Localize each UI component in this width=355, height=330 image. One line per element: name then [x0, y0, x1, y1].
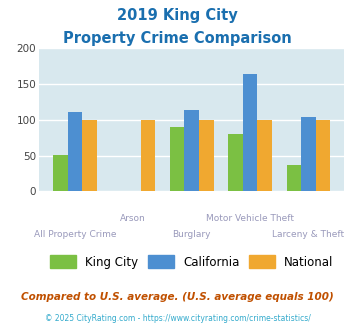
Text: All Property Crime: All Property Crime [34, 230, 116, 239]
Bar [301, 117, 316, 191]
Bar [141, 120, 155, 191]
Text: 2019 King City: 2019 King City [117, 8, 238, 23]
Legend: King City, California, National: King City, California, National [44, 249, 340, 275]
Bar [184, 110, 199, 191]
Bar [67, 113, 82, 191]
Bar [199, 120, 214, 191]
Bar [228, 134, 243, 191]
Bar [53, 155, 67, 191]
Text: Larceny & Theft: Larceny & Theft [273, 230, 345, 239]
Bar [170, 127, 184, 191]
Text: Property Crime Comparison: Property Crime Comparison [63, 31, 292, 46]
Text: Motor Vehicle Theft: Motor Vehicle Theft [206, 214, 294, 223]
Text: Burglary: Burglary [173, 230, 211, 239]
Text: © 2025 CityRating.com - https://www.cityrating.com/crime-statistics/: © 2025 CityRating.com - https://www.city… [45, 314, 310, 323]
Bar [243, 74, 257, 191]
Text: Arson: Arson [120, 214, 146, 223]
Bar [257, 120, 272, 191]
Bar [286, 165, 301, 191]
Bar [316, 120, 331, 191]
Text: Compared to U.S. average. (U.S. average equals 100): Compared to U.S. average. (U.S. average … [21, 292, 334, 302]
Bar [82, 120, 97, 191]
